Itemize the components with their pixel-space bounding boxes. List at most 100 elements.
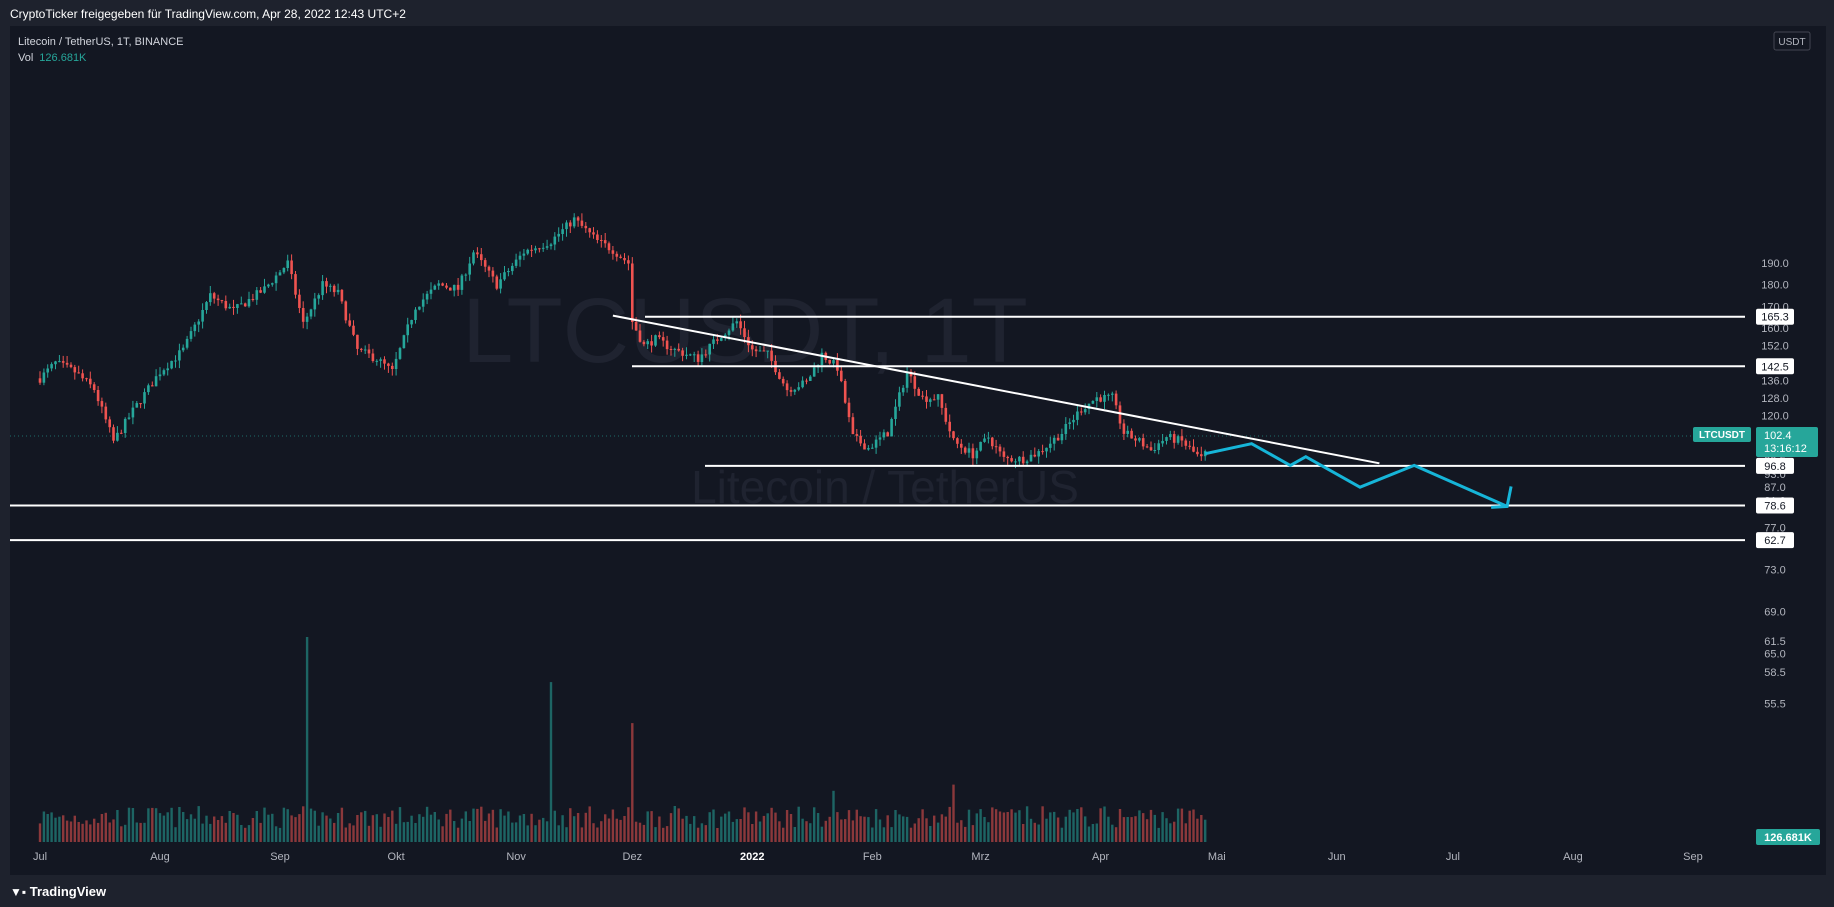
volume-bar [805,821,808,842]
candle [894,399,897,426]
volume-bar [96,822,100,842]
candle [855,429,859,442]
candle [793,388,797,395]
candle [696,350,700,366]
candle [1114,390,1118,410]
candle [344,300,348,324]
candle [1196,447,1199,457]
volume-bar [542,817,545,842]
volume-bar [1118,809,1122,842]
volume-bar [201,823,204,842]
volume-bar [178,807,181,842]
volume-bar [391,810,394,842]
candle [92,382,96,393]
candle [518,251,522,267]
candle [336,283,340,295]
candle [1111,391,1114,402]
candle [410,319,413,328]
downtrend-line[interactable] [612,314,1380,465]
candle [135,401,139,408]
volume-bar [816,813,820,842]
volume-bar [824,820,827,842]
time-axis[interactable] [10,842,1745,867]
candle [511,262,514,275]
last-price-marker[interactable]: LTCUSDT 102.413:16:12 [1693,427,1818,457]
candle [398,346,402,360]
volume-bar [967,809,971,842]
volume-bar [305,637,309,842]
volume-bar [1045,818,1048,842]
candle [983,433,986,443]
candle [874,435,878,454]
volume-bar [437,819,440,842]
volume-bar [882,827,886,842]
candle [611,246,615,260]
volume-bar [1161,812,1164,842]
candle [565,220,568,237]
volume-bar [116,810,119,842]
volume-bar [1126,817,1129,842]
volume-bar [499,809,502,842]
candle [1049,436,1052,453]
volume-bar [638,822,642,842]
projection-path-group[interactable] [1204,442,1513,509]
volume-bar [650,811,653,842]
candle [878,431,882,446]
candle [623,253,626,265]
volume-bars [38,637,1207,843]
volume-bar [274,826,278,842]
candle [1130,428,1133,439]
candle [73,364,77,380]
volume-bar [321,812,324,842]
candle [421,293,425,313]
volume-bar [573,816,576,842]
candle [661,331,665,347]
volume-bar [793,827,796,842]
candle [456,278,460,296]
candle [181,344,185,353]
volume-bar [514,822,518,842]
candle [205,301,208,314]
candle [348,313,351,327]
candle [654,334,657,347]
chart-area[interactable] [10,26,1826,875]
downtrend-line-group[interactable] [612,314,1380,465]
volume-bar [422,816,425,842]
candle [259,287,262,294]
volume-bar [646,811,649,842]
volume-bar [487,813,491,842]
candle [414,307,417,324]
candle [387,362,390,373]
currency-badge[interactable]: USDT [1773,31,1811,51]
volume-bar [859,816,862,842]
volume-bar [840,819,843,842]
volume-bar [1076,809,1079,842]
candle [901,385,905,396]
candle [944,403,948,425]
volume-bar [902,816,905,842]
volume-bar [410,815,413,842]
volume-last-value: 126.681K [1764,832,1812,844]
projection-path[interactable] [1204,442,1508,508]
candle [81,369,84,382]
volume-bar [375,814,378,842]
volume-legend[interactable]: Vol 126.681K [18,52,86,64]
volume-bar [1080,807,1083,842]
symbol-legend[interactable]: Litecoin / TetherUS, 1T, BINANCE [18,36,184,48]
horizontal-levels[interactable] [10,315,1745,542]
volume-bar [871,827,874,842]
projection-arrowhead [1491,486,1513,509]
candle [375,359,379,366]
volume-bar [863,816,866,842]
candle [1045,447,1048,458]
price-tick-label: 69.0 [1764,607,1785,619]
candle [394,352,398,376]
volume-bar [809,823,812,842]
volume-bar [720,816,723,842]
tradingview-logo[interactable]: ▼▪ TradingView [10,884,106,899]
volume-bar [561,815,564,842]
candle [96,386,100,406]
candle [890,417,893,437]
